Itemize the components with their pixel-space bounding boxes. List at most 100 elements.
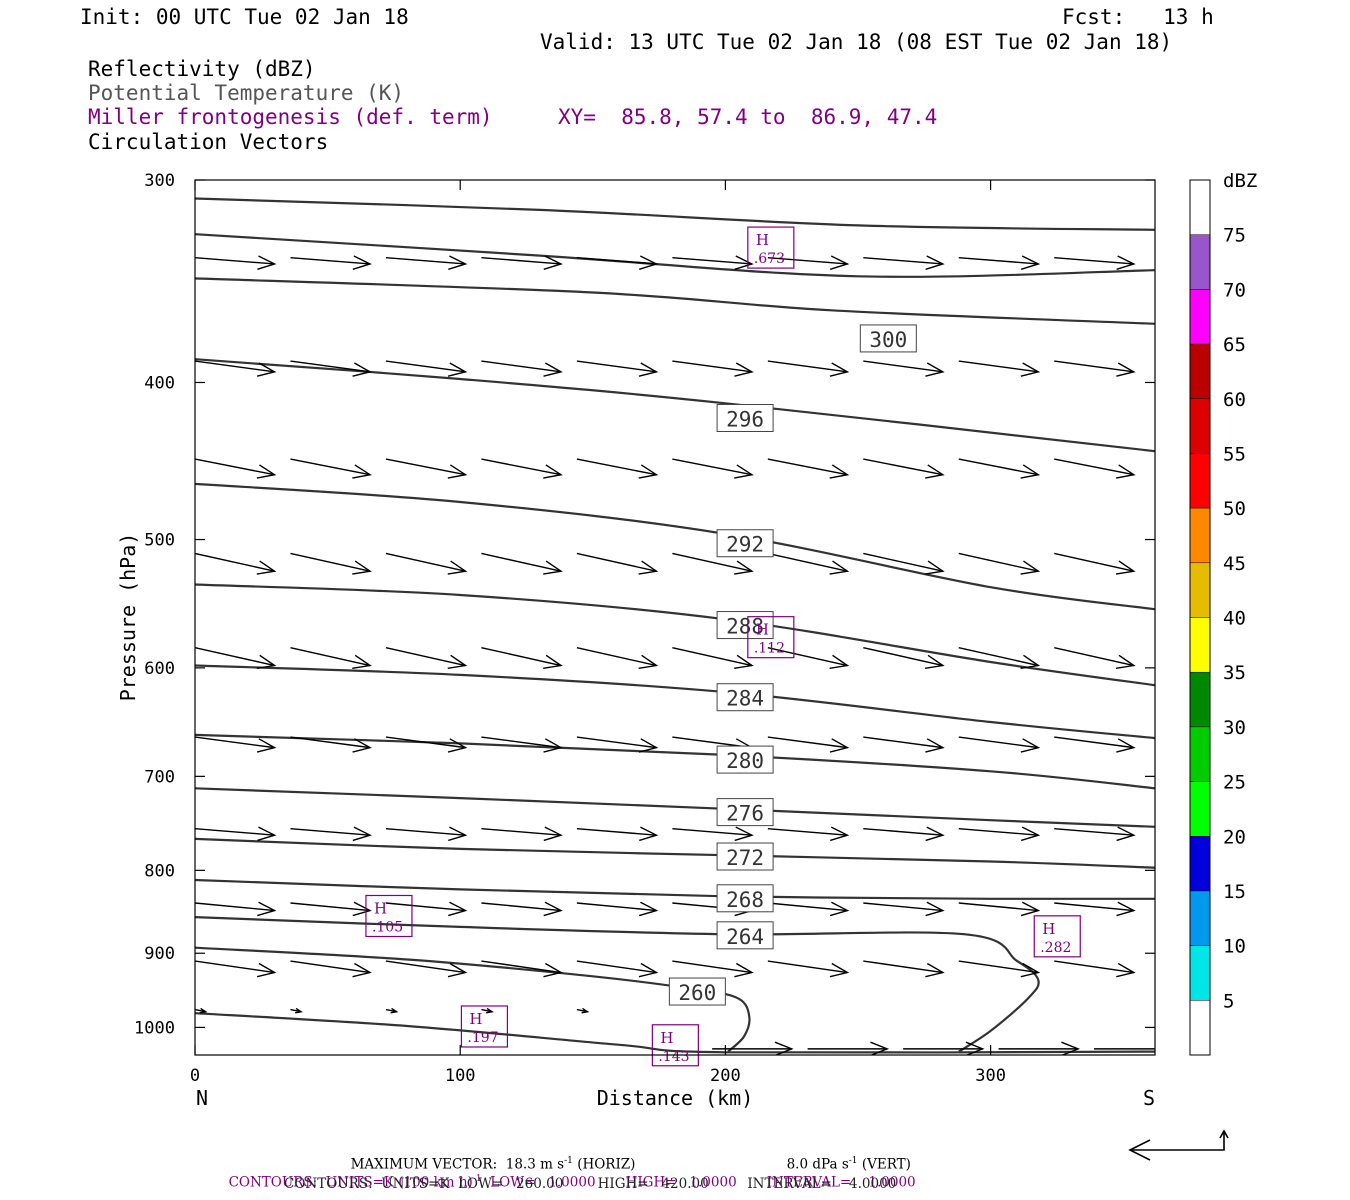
frontogenesis-max-box <box>460 1005 509 1048</box>
vector-arrow <box>767 360 848 373</box>
frontogenesis-max-box <box>747 616 795 659</box>
vector-arrow-head <box>829 464 850 479</box>
vector-arrow <box>385 458 466 476</box>
vector-arrow <box>672 458 753 476</box>
vector-arrow-head <box>256 654 277 670</box>
vector-arrow <box>576 646 657 667</box>
y-tick-label: 400 <box>144 373 175 393</box>
vector-arrow <box>958 256 1039 265</box>
theta-contour-300 <box>195 197 1155 231</box>
vector-arrow <box>385 646 466 667</box>
circulation-vectors <box>195 255 1155 1055</box>
x-axis-label: Distance (km) <box>597 1086 754 1110</box>
vector-arrow <box>767 736 848 749</box>
vector-arrow-head <box>199 1007 208 1014</box>
vector-arrow <box>195 256 275 265</box>
vector-arrow-head <box>352 962 372 978</box>
colorbar-swatch <box>1190 672 1210 727</box>
vector-arrow <box>576 552 657 572</box>
init-time: Init: 00 UTC Tue 02 Jan 18 <box>80 5 409 29</box>
frontogenesis-max-value: .197 <box>467 1030 498 1046</box>
frontogenesis-range: LOW= 1.0000 HIGH= 1.0000 INTERVAL= 1.000… <box>490 1174 916 1191</box>
vector-arrow-head <box>925 255 945 270</box>
vector-arrow-head <box>256 560 277 575</box>
vector-arrow <box>767 458 848 476</box>
y-tick-label: 900 <box>144 944 175 964</box>
theta-contour-264 <box>195 916 1040 1053</box>
vector-arrow-head <box>543 826 563 842</box>
vector-arrow-head <box>352 826 372 842</box>
vector-arrow-head <box>774 1041 794 1055</box>
vector-arrow <box>195 960 275 974</box>
forecast-hour: Fcst: 13 h <box>1062 5 1214 29</box>
vector-arrow <box>290 646 371 667</box>
max-vector-vert: 8.0 dPa s <box>786 1156 849 1173</box>
contour-label: 268 <box>726 888 764 912</box>
vector-arrow-head <box>543 560 563 575</box>
vector-arrow-head <box>447 962 468 978</box>
max-vector-horiz-label: (HORIZ) <box>577 1156 636 1173</box>
contour-label: 284 <box>726 687 764 711</box>
vector-arrow-head <box>1020 255 1041 270</box>
vector-arrow-head <box>638 738 659 753</box>
vector-arrow <box>863 552 944 572</box>
vector-arrow-head <box>925 738 945 753</box>
vector-arrow-head <box>925 901 945 917</box>
vector-arrow <box>1054 960 1134 974</box>
vector-arrow-head <box>485 1007 494 1014</box>
vector-arrow-head <box>1061 1041 1081 1055</box>
exp-3: -1 <box>472 1174 482 1184</box>
vector-arrow-head <box>1020 826 1041 842</box>
vector-arrow <box>863 646 944 667</box>
contour-label-box <box>716 683 774 712</box>
vector-arrow-head <box>734 826 754 842</box>
field-potential-temperature: Potential Temperature (K) <box>88 81 405 105</box>
vector-arrow <box>481 960 562 974</box>
vector-arrow <box>576 458 657 476</box>
vector-arrow-head <box>829 962 850 978</box>
y-tick-label: 500 <box>144 531 175 551</box>
vector-arrow-head <box>829 560 850 575</box>
vector-arrow-head <box>543 962 563 978</box>
vector-arrow <box>481 458 562 476</box>
vector-arrow-head <box>256 738 277 753</box>
vector-arrow <box>672 552 753 572</box>
vector-arrow <box>481 827 562 836</box>
vector-arrow-head <box>734 560 754 575</box>
vector-arrow <box>958 827 1039 836</box>
axes: 0 100 200 300 300 400 500 600 700 800 900 1000 <box>134 171 1155 1086</box>
colorbar-swatch <box>1190 562 1210 618</box>
vector-arrow-head <box>257 255 277 270</box>
vector-arrow-head <box>734 962 754 978</box>
vector-arrow <box>576 360 657 373</box>
vector-arrow-head <box>1116 738 1136 753</box>
vector-arrow-head <box>734 654 754 670</box>
contour-label-box <box>716 921 774 950</box>
frontogenesis-maxima: H .673 H .112 H .105 H .282 H .197 H .143 <box>365 226 1081 1067</box>
colorbar-tick-label: 70 <box>1223 279 1246 301</box>
frontogenesis-max-value: .105 <box>372 919 403 935</box>
colorbar-tick-label: 20 <box>1223 826 1246 848</box>
vector-arrow-head <box>390 1007 399 1014</box>
y-axis-label: Pressure (hPa) <box>116 533 140 702</box>
vector-arrow <box>385 960 466 974</box>
vector-arrow-head <box>1020 738 1041 753</box>
colorbar-tick-label: 15 <box>1223 881 1246 903</box>
contour-label-box <box>716 798 774 827</box>
vector-arrow <box>1054 552 1134 572</box>
vector-arrow-head <box>925 464 945 479</box>
vector-arrow-head <box>448 255 468 270</box>
colorbar-tick-label: 5 <box>1223 990 1234 1012</box>
vector-arrow-head <box>734 362 754 377</box>
vector-arrow <box>195 360 275 373</box>
y-tick-label: 800 <box>144 861 175 881</box>
vector-arrow-head <box>257 901 277 917</box>
contour-label: 292 <box>726 533 764 557</box>
vector-arrow-head <box>829 901 850 917</box>
vector-arrow-head <box>1115 654 1136 670</box>
vector-arrow <box>958 458 1039 476</box>
vector-arrow <box>958 552 1039 572</box>
y-tick-label: 300 <box>144 171 175 191</box>
vector-arrow-head <box>734 464 754 479</box>
